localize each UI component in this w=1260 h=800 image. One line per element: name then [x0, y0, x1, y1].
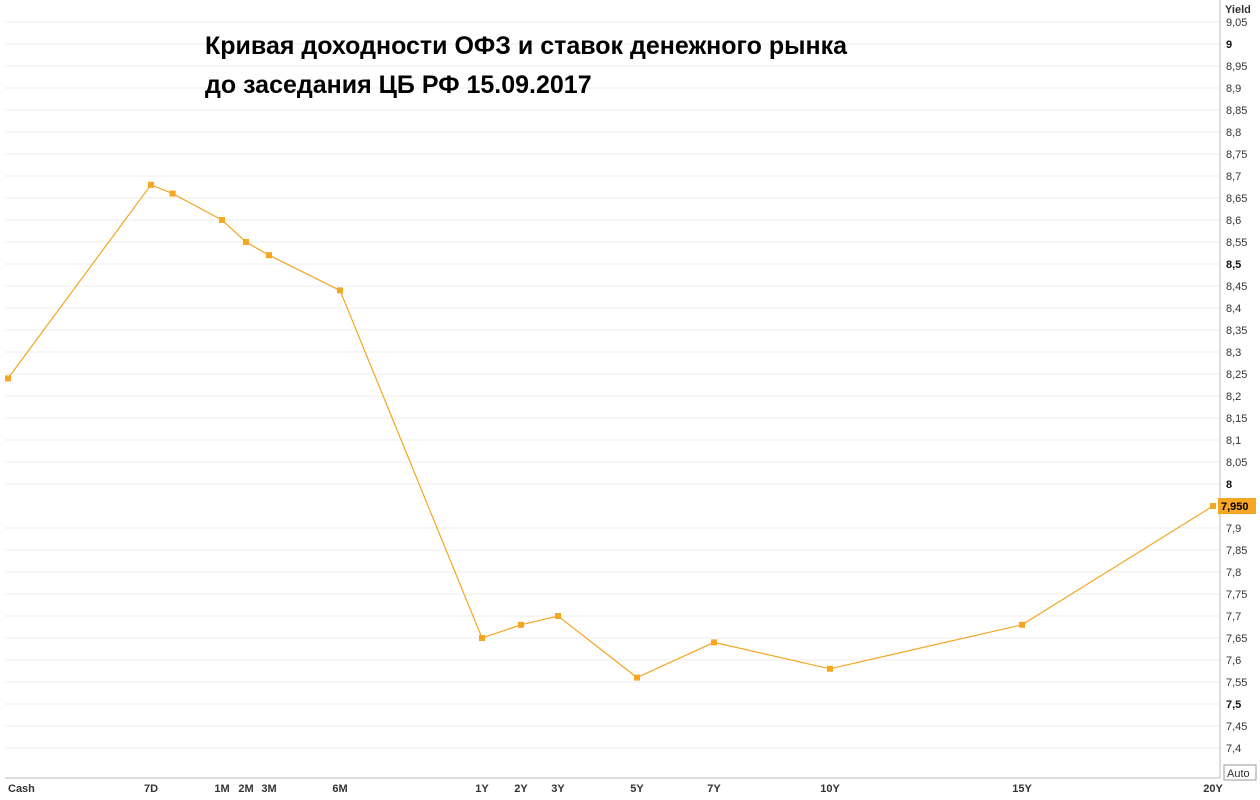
y-tick-label: 8,7 [1226, 171, 1241, 183]
chart-title-line-1: Кривая доходности ОФЗ и ставок денежного… [205, 32, 848, 60]
x-axis-ticks: Cash 7D 1M 2M 3M 6M 1Y 2Y 3Y 5Y 7Y 10Y 15Y 20Y [8, 783, 1223, 795]
y-tick-label: 7,9 [1226, 523, 1241, 535]
chart-title: Кривая доходности ОФЗ и ставок денежного… [205, 32, 848, 99]
data-point [243, 239, 249, 245]
x-tick-label: 2M [238, 783, 253, 795]
y-tick-label: 7,5 [1226, 699, 1241, 711]
y-tick-label: 8,15 [1226, 413, 1247, 425]
y-tick-label: 7,8 [1226, 567, 1241, 579]
data-point [555, 613, 561, 619]
last-value-badge: 7,950 [1218, 498, 1256, 514]
yield-series-points [5, 181, 1216, 681]
y-tick-label: 9,05 [1226, 17, 1247, 29]
data-point [827, 665, 833, 672]
x-tick-label: 10Y [820, 783, 840, 795]
x-tick-label: 6M [332, 783, 347, 795]
y-tick-label: 8,75 [1226, 149, 1247, 161]
y-tick-label: 7,4 [1226, 743, 1241, 755]
gridlines [5, 21, 1220, 749]
y-tick-label: 8,55 [1226, 237, 1247, 249]
x-tick-label: 15Y [1012, 783, 1032, 795]
data-point [148, 181, 154, 188]
x-tick-label: Cash [8, 783, 35, 795]
y-tick-label: 8,6 [1226, 215, 1241, 227]
y-tick-label: 8,25 [1226, 369, 1247, 381]
y-tick-label: 7,75 [1226, 589, 1247, 601]
auto-scale-toggle[interactable]: Auto [1223, 764, 1257, 781]
data-point [479, 635, 485, 641]
y-tick-label: 8,35 [1226, 325, 1247, 337]
auto-scale-label[interactable]: Auto [1227, 768, 1250, 780]
y-axis-label: Yield [1225, 4, 1251, 16]
x-tick-label: 5Y [630, 783, 644, 795]
y-tick-label: 8,2 [1226, 391, 1241, 403]
data-point [266, 252, 272, 259]
y-tick-label: 8,1 [1226, 435, 1241, 447]
y-tick-label: 8,4 [1226, 303, 1241, 315]
chart-title-line-2: до заседания ЦБ РФ 15.09.2017 [205, 71, 592, 99]
y-tick-label: 7,7 [1226, 611, 1241, 623]
y-tick-label: 7,6 [1226, 655, 1241, 667]
data-point [5, 375, 11, 382]
data-point [337, 287, 343, 294]
y-axis-ticks: 7,4 7,45 7,5 7,55 7,6 7,65 7,7 7,75 7,8 7,85 7,9 8 8… [1226, 17, 1247, 755]
last-value-label: 7,950 [1221, 501, 1249, 513]
x-tick-label: 1M [214, 783, 229, 795]
x-tick-label: 7D [144, 783, 158, 795]
data-point [1210, 503, 1216, 509]
last-value-badge-background [1218, 498, 1256, 514]
data-point [518, 621, 524, 628]
y-tick-label: 8,65 [1226, 193, 1247, 205]
data-point [169, 190, 176, 197]
x-tick-label: 7Y [707, 783, 721, 795]
y-tick-label: 7,85 [1226, 545, 1247, 557]
auto-scale-box[interactable] [1223, 764, 1257, 781]
data-point [1019, 621, 1025, 628]
y-tick-label: 7,45 [1226, 721, 1247, 733]
y-tick-label: 8,8 [1226, 127, 1241, 139]
y-tick-label: 8,3 [1226, 347, 1241, 359]
x-tick-label: 1Y [475, 783, 489, 795]
x-tick-label: 2Y [514, 783, 528, 795]
y-tick-label: 7,65 [1226, 633, 1247, 645]
y-tick-label: 7,55 [1226, 677, 1247, 689]
y-tick-label: 8,05 [1226, 457, 1247, 469]
y-tick-label: 8 [1226, 479, 1232, 491]
y-tick-label: 8,95 [1226, 61, 1247, 73]
x-tick-label: 3Y [551, 783, 565, 795]
y-tick-label: 8,9 [1226, 83, 1241, 95]
y-tick-label: 9 [1226, 39, 1232, 51]
y-tick-label: 8,85 [1226, 105, 1247, 117]
data-point [634, 674, 640, 681]
y-tick-label: 8,5 [1226, 259, 1241, 271]
data-point [711, 639, 717, 646]
x-tick-label: 3M [261, 783, 276, 795]
x-tick-label: 20Y [1203, 783, 1223, 795]
data-point [219, 217, 225, 223]
y-tick-label: 8,45 [1226, 281, 1247, 293]
